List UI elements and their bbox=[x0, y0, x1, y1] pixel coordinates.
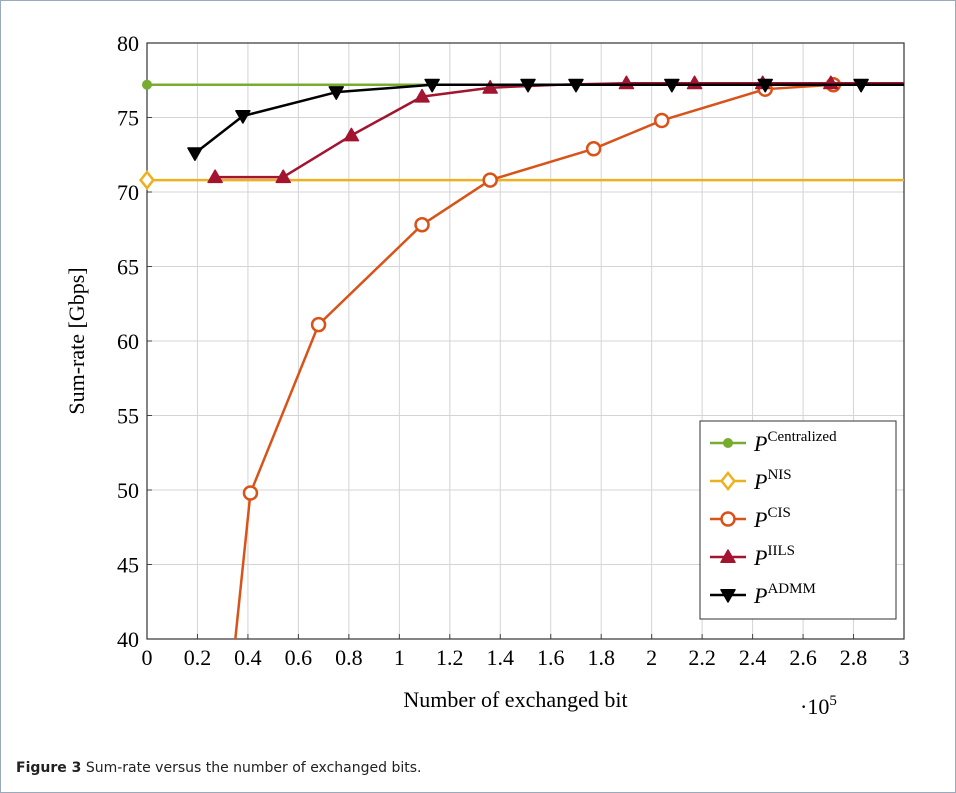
y-tick-label: 80 bbox=[117, 31, 139, 56]
data-point bbox=[654, 112, 670, 129]
y-tick-label: 60 bbox=[117, 329, 139, 354]
series-nis bbox=[138, 170, 904, 191]
x-tick-label: 2 bbox=[646, 645, 657, 670]
y-tick-label: 75 bbox=[117, 106, 139, 131]
x-tick-label: 0 bbox=[142, 645, 153, 670]
x-tick-label: 2.8 bbox=[840, 645, 868, 670]
legend-label-superscript: IILS bbox=[767, 543, 795, 559]
legend-label: PADMM bbox=[753, 581, 816, 608]
x-tick-label: 0.2 bbox=[184, 645, 212, 670]
figure-caption-text: Sum-rate versus the number of exchanged … bbox=[85, 760, 422, 776]
data-point bbox=[242, 485, 259, 501]
legend-item-cis: PCIS bbox=[710, 505, 791, 532]
x-tick-label: 1.2 bbox=[436, 645, 464, 670]
data-point bbox=[343, 127, 360, 142]
figure-caption-label: Figure 3 bbox=[16, 760, 82, 776]
legend-label: PCentralized bbox=[753, 429, 837, 456]
data-point bbox=[720, 511, 736, 527]
y-tick-label: 70 bbox=[117, 180, 139, 205]
legend-label-superscript: NIS bbox=[767, 467, 791, 483]
legend-item-nis: PNIS bbox=[710, 467, 792, 494]
legend-label-superscript: ADMM bbox=[767, 581, 815, 597]
data-point bbox=[482, 172, 498, 188]
data-point bbox=[414, 217, 430, 233]
legend-item-centralized: PCentralized bbox=[710, 429, 837, 456]
chart-series bbox=[138, 75, 904, 639]
series-line-cis bbox=[234, 83, 904, 639]
chart-grid bbox=[147, 43, 904, 639]
legend-label-superscript: Centralized bbox=[767, 429, 837, 445]
legend-label-base: P bbox=[753, 545, 767, 570]
data-point bbox=[585, 141, 602, 157]
y-tick-label: 55 bbox=[117, 404, 139, 429]
x-tick-label: 0.4 bbox=[234, 645, 262, 670]
x-tick-label: 3 bbox=[899, 645, 910, 670]
data-point bbox=[142, 79, 152, 90]
chart-tick-labels: 0 0.2 0.4 0.6 0.8 1 1.2 1.4 1.6 1.8 2 2.2 2.4 2.6 2.8 3… bbox=[117, 31, 910, 670]
legend-label-base: P bbox=[753, 469, 767, 494]
data-point bbox=[424, 78, 440, 93]
x-tick-label: 0.6 bbox=[285, 645, 313, 670]
data-point bbox=[310, 316, 327, 333]
data-point bbox=[720, 549, 736, 563]
x-tick-label: 1 bbox=[394, 645, 405, 670]
data-point bbox=[723, 438, 733, 448]
data-point bbox=[414, 88, 430, 103]
x-tick-label: 2.4 bbox=[739, 645, 767, 670]
figure-caption: Figure 3 Sum-rate versus the number of e… bbox=[16, 760, 936, 776]
legend-label: PIILS bbox=[753, 543, 795, 570]
data-point bbox=[207, 169, 223, 184]
x-tick-label: 0.8 bbox=[335, 645, 363, 670]
data-point bbox=[187, 147, 203, 162]
data-point bbox=[719, 470, 737, 492]
x-axis-label: Number of exchanged bit bbox=[403, 687, 627, 712]
y-tick-label: 65 bbox=[117, 255, 139, 280]
legend-label-base: P bbox=[753, 583, 767, 608]
x-tick-label: 1.8 bbox=[587, 645, 615, 670]
x-tick-label: 1.4 bbox=[487, 645, 515, 670]
x-axis-multiplier: ·105 bbox=[800, 693, 837, 719]
x-tick-label: 2.2 bbox=[688, 645, 716, 670]
data-point bbox=[757, 78, 773, 93]
plot-area-frame bbox=[146, 42, 905, 640]
data-point bbox=[720, 589, 736, 603]
data-point bbox=[853, 78, 869, 93]
x-axis-multiplier-base: ·10 bbox=[800, 694, 829, 719]
data-point bbox=[664, 78, 680, 93]
x-tick-label: 1.6 bbox=[537, 645, 565, 670]
chart-axes bbox=[146, 42, 905, 640]
legend-label-base: P bbox=[753, 431, 767, 456]
legend-item-admm: PADMM bbox=[710, 581, 816, 608]
data-point bbox=[235, 110, 251, 124]
series-admm bbox=[187, 78, 904, 162]
legend-label: PCIS bbox=[753, 505, 791, 532]
x-axis-multiplier-exponent: 5 bbox=[829, 693, 837, 709]
data-point bbox=[328, 86, 344, 100]
legend-item-iils: PIILS bbox=[710, 543, 795, 570]
data-point bbox=[482, 79, 498, 94]
y-tick-label: 40 bbox=[117, 627, 139, 652]
y-tick-label: 45 bbox=[117, 553, 139, 578]
y-axis-label: Sum-rate [Gbps] bbox=[64, 267, 89, 414]
series-iils bbox=[207, 75, 904, 184]
data-point bbox=[275, 169, 292, 184]
data-point bbox=[568, 78, 584, 93]
data-point bbox=[520, 78, 536, 93]
series-line-admm bbox=[194, 83, 904, 155]
data-point bbox=[138, 170, 156, 191]
y-tick-label: 50 bbox=[117, 478, 139, 503]
legend-label: PNIS bbox=[753, 467, 792, 494]
legend-label-base: P bbox=[753, 507, 767, 532]
x-tick-label: 2.6 bbox=[789, 645, 817, 670]
legend-label-superscript: CIS bbox=[767, 505, 790, 521]
